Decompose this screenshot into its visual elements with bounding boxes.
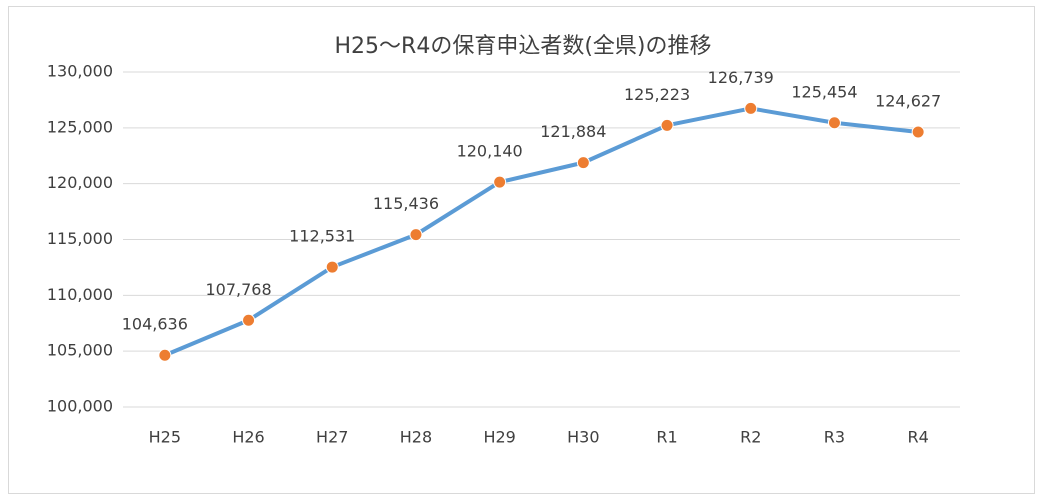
data-label: 115,436 <box>373 194 439 213</box>
marker <box>409 228 423 242</box>
x-tick-label: H29 <box>483 428 515 447</box>
x-tick-label: H28 <box>400 428 432 447</box>
marker <box>242 313 256 327</box>
data-label: 120,140 <box>457 142 523 161</box>
x-tick-label: R1 <box>656 428 677 447</box>
chart-border <box>8 6 1035 494</box>
data-label: 125,223 <box>624 85 690 104</box>
y-tick-label: 110,000 <box>47 285 113 304</box>
data-label: 124,627 <box>875 91 941 110</box>
x-tick-label: H27 <box>316 428 348 447</box>
marker <box>576 156 590 170</box>
x-tick-label: H26 <box>232 428 264 447</box>
x-tick-label: H30 <box>567 428 599 447</box>
x-tick-label: R2 <box>740 428 761 447</box>
y-tick-label: 105,000 <box>47 341 113 360</box>
data-label: 125,454 <box>791 82 857 101</box>
data-label: 121,884 <box>540 122 606 141</box>
marker <box>660 118 674 132</box>
chart-title: H25〜R4の保育申込者数(全県)の推移 <box>335 34 712 59</box>
data-label: 104,636 <box>122 315 188 334</box>
marker <box>744 101 758 115</box>
x-tick-label: R4 <box>908 428 929 447</box>
x-tick-label: R3 <box>824 428 845 447</box>
y-tick-label: 130,000 <box>47 62 113 81</box>
marker <box>827 116 841 130</box>
marker <box>911 125 925 139</box>
y-tick-label: 115,000 <box>47 229 113 248</box>
line <box>164 106 919 358</box>
x-tick-label: H25 <box>149 428 181 447</box>
marker <box>325 260 339 274</box>
data-label: 112,531 <box>289 227 355 246</box>
marker <box>158 348 172 362</box>
marker <box>493 175 507 189</box>
y-tick-label: 120,000 <box>47 173 113 192</box>
y-tick-label: 125,000 <box>47 117 113 136</box>
y-tick-label: 100,000 <box>47 397 113 416</box>
data-label: 107,768 <box>205 280 271 299</box>
data-label: 126,739 <box>708 68 774 87</box>
